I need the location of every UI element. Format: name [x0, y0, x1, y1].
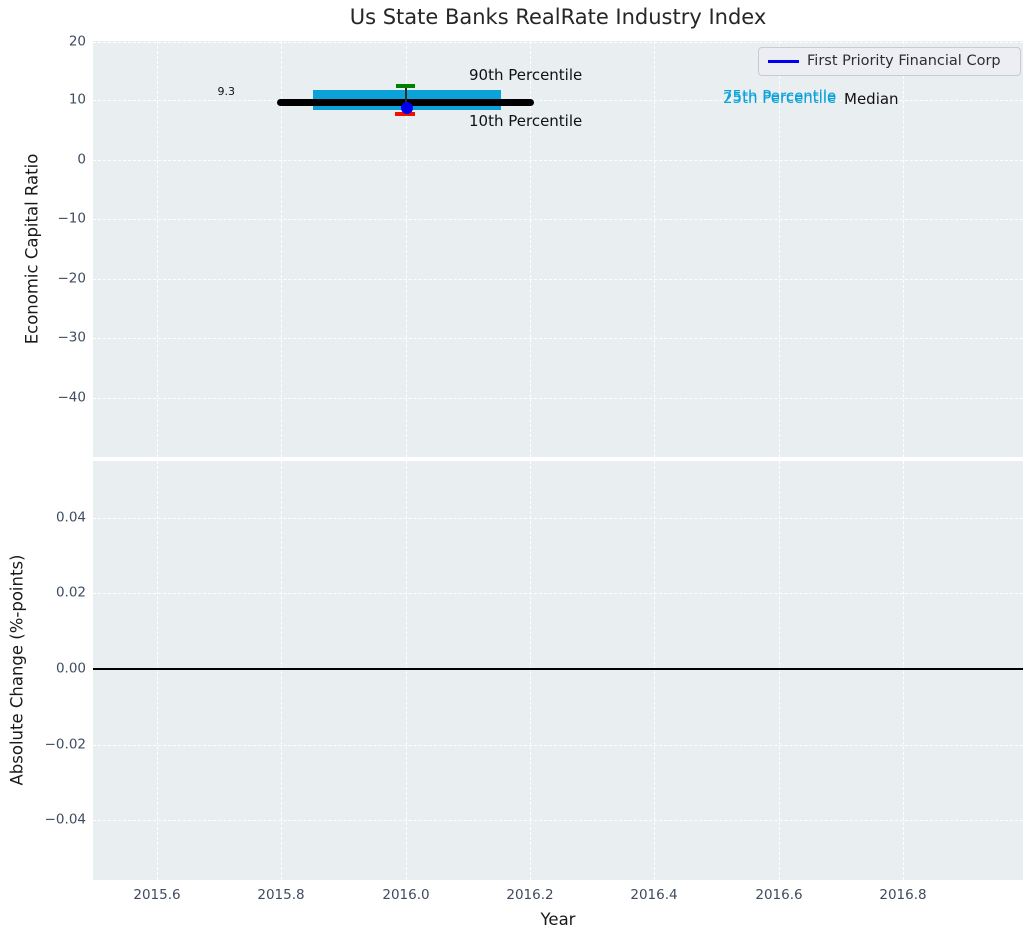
p25-annotation: 25th Percentile: [723, 89, 837, 107]
x-axis-label: Year: [540, 910, 576, 929]
top-y-gridline: [93, 42, 1023, 43]
legend-line-swatch: [768, 60, 799, 63]
errorbar-stem: [405, 86, 407, 106]
top-y-tick-label: 10: [68, 91, 86, 108]
bottom-y-tick-label: 0.04: [55, 509, 86, 526]
x-tick-label: 2016.8: [879, 887, 927, 903]
bottom-y-gridline: [93, 593, 1023, 594]
x-gridline: [654, 461, 655, 880]
bottom-y-tick-label: 0.00: [55, 660, 86, 677]
top-y-gridline: [93, 398, 1023, 399]
zero-baseline: [93, 668, 1023, 670]
x-gridline: [779, 461, 780, 880]
x-tick-label: 2015.8: [257, 887, 305, 903]
x-gridline: [406, 41, 407, 457]
bottom-plot-area: [93, 461, 1023, 880]
top-y-tick-label: −20: [57, 270, 87, 287]
x-gridline: [281, 41, 282, 457]
x-tick-label: 2016.4: [630, 887, 678, 903]
legend-label: First Priority Financial Corp: [807, 53, 1001, 69]
top-y-gridline: [93, 279, 1023, 280]
x-tick-label: 2016.6: [755, 887, 803, 903]
top-y-gridline: [93, 338, 1023, 339]
company-data-point: [401, 102, 413, 114]
bottom-y-gridline: [93, 820, 1023, 821]
x-gridline: [157, 461, 158, 880]
top-plot-area: [93, 41, 1023, 457]
top-y-tick-label: −10: [57, 210, 87, 227]
x-gridline: [530, 461, 531, 880]
bottom-y-tick-label: 0.02: [55, 584, 86, 601]
x-gridline: [406, 461, 407, 880]
x-gridline: [779, 41, 780, 457]
x-tick-label: 2016.2: [506, 887, 554, 903]
x-tick-label: 2015.6: [133, 887, 181, 903]
median-annotation: Median: [844, 90, 899, 108]
p10-annotation: 10th Percentile: [469, 112, 583, 130]
bottom-y-tick-label: −0.02: [44, 736, 86, 753]
p90-annotation: 90th Percentile: [469, 66, 583, 84]
x-gridline: [654, 41, 655, 457]
bottom-y-tick-label: −0.04: [44, 811, 86, 828]
x-gridline: [530, 41, 531, 457]
top-y-axis-label: Economic Capital Ratio: [22, 153, 42, 345]
x-gridline: [157, 41, 158, 457]
median-value-label: 9.3: [217, 85, 236, 98]
x-gridline: [903, 461, 904, 880]
top-y-gridline: [93, 100, 1023, 101]
chart-title: Us State Banks RealRate Industry Index: [349, 5, 767, 29]
x-gridline: [281, 461, 282, 880]
p90-marker: [396, 84, 415, 88]
x-gridline: [903, 41, 904, 457]
bottom-y-gridline: [93, 745, 1023, 746]
p75-annotation: 75th Percentile: [723, 87, 837, 105]
top-y-tick-label: 20: [68, 33, 86, 50]
top-y-tick-label: −30: [57, 329, 87, 346]
bottom-y-gridline: [93, 518, 1023, 519]
top-y-tick-label: 0: [77, 151, 86, 168]
top-y-tick-label: −40: [57, 389, 87, 406]
top-y-gridline: [93, 219, 1023, 220]
x-tick-label: 2016.0: [382, 887, 430, 903]
legend: First Priority Financial Corp: [758, 47, 1021, 76]
top-y-gridline: [93, 160, 1023, 161]
